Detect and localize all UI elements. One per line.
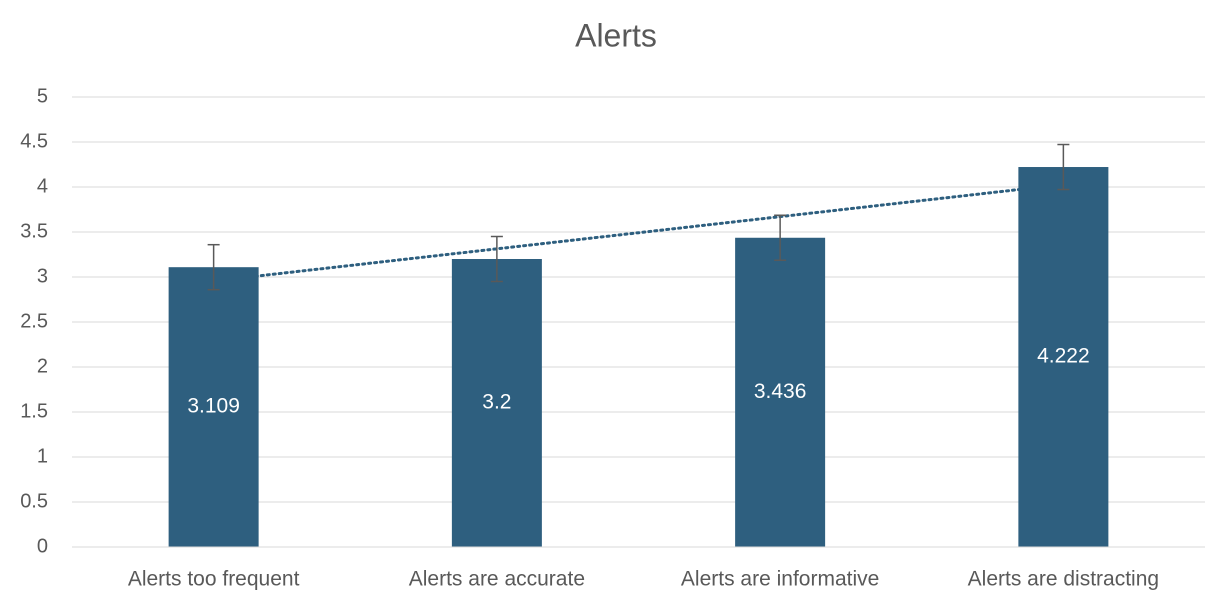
y-tick-label: 4.5 <box>20 130 48 152</box>
error-bar <box>1057 143 1070 191</box>
data-label: 4.222 <box>1037 345 1090 368</box>
data-label: 3.436 <box>754 380 807 403</box>
x-tick-label: Alerts are accurate <box>409 568 585 591</box>
y-tick-label: 2.5 <box>20 310 48 332</box>
chart-title: Alerts <box>575 17 657 53</box>
data-label: 3.109 <box>187 395 240 418</box>
error-bar <box>490 235 503 283</box>
y-tick-label: 5 <box>37 85 48 107</box>
bar <box>168 267 259 547</box>
y-tick-label: 1 <box>37 445 48 467</box>
y-tick-label: 3 <box>37 265 48 287</box>
y-tick-label: 0 <box>37 535 48 557</box>
error-bar <box>774 214 787 262</box>
y-tick-label: 2 <box>37 355 48 377</box>
x-tick-label: Alerts are distracting <box>968 568 1159 591</box>
trendline <box>212 182 1065 283</box>
y-tick-label: 1.5 <box>20 400 48 422</box>
error-bar <box>207 243 220 291</box>
data-label: 3.2 <box>482 391 511 414</box>
bar <box>735 237 826 547</box>
x-tick-label: Alerts too frequent <box>128 568 300 591</box>
bar <box>1018 167 1109 547</box>
x-tick-label: Alerts are informative <box>681 568 879 591</box>
y-tick-label: 4 <box>37 175 48 197</box>
y-tick-label: 3.5 <box>20 220 48 242</box>
y-tick-label: 0.5 <box>20 490 48 512</box>
bar <box>451 259 542 547</box>
